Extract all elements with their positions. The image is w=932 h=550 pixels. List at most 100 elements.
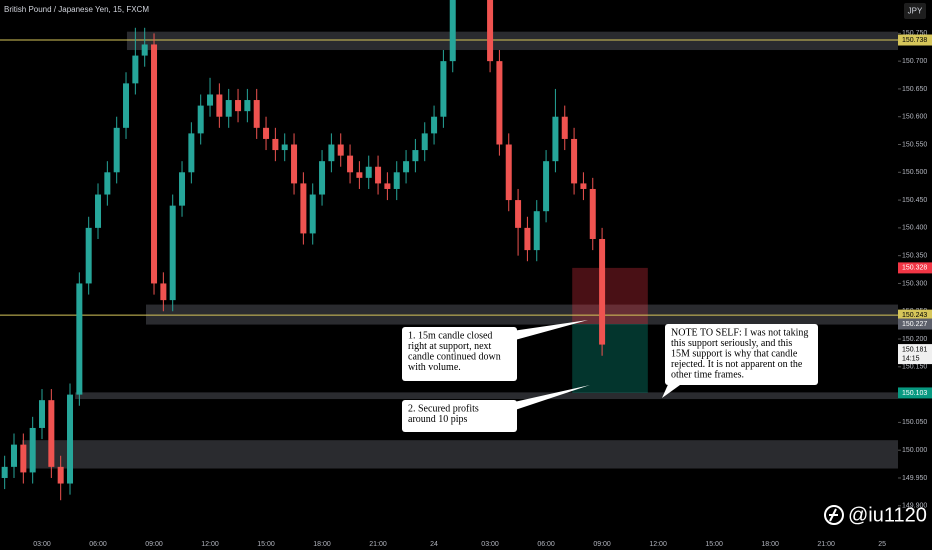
callout-text: around 10 pips: [408, 414, 468, 425]
candle-body: [496, 61, 503, 145]
y-tick-label: 150.350: [902, 253, 927, 260]
candle-body: [113, 127, 120, 173]
candle-body: [160, 283, 167, 301]
callout-text: rejected. It is not apparent on the: [671, 359, 803, 370]
x-tick-label: 03:00: [33, 541, 51, 548]
candle-body: [319, 161, 326, 195]
plot-area: [0, 0, 898, 501]
candle-body: [76, 283, 83, 395]
candle-body: [48, 400, 55, 467]
candle-body: [356, 172, 363, 178]
candle-body: [393, 172, 400, 189]
chart-title: British Pound / Japanese Yen, 15, FXCM: [4, 5, 149, 14]
candle-body: [412, 150, 419, 162]
candle-body: [57, 466, 64, 484]
callout-text: 1. 15m candle closed: [408, 330, 492, 341]
watermark: @iu1120: [848, 504, 927, 526]
candle-body: [524, 227, 531, 251]
x-tick-label: 03:00: [481, 541, 499, 548]
price-tag: [898, 387, 932, 399]
price-axis: 149.900149.950150.000150.050150.100150.1…: [33, 30, 932, 548]
x-tick-label: 06:00: [89, 541, 107, 548]
y-tick-label: 150.000: [902, 447, 927, 454]
candle-body: [85, 227, 92, 284]
candle-body: [599, 238, 606, 345]
candle-body: [216, 94, 223, 117]
x-tick-label: 21:00: [817, 541, 835, 548]
candle-body: [272, 138, 279, 151]
candle-body: [244, 100, 251, 112]
candle-body: [104, 172, 111, 195]
price-tag-label: 150.243: [902, 312, 927, 319]
y-tick-label: 150.750: [902, 30, 927, 37]
target-zone: [572, 324, 648, 393]
y-tick-label: 150.450: [902, 197, 927, 204]
candle-body: [67, 394, 74, 484]
y-tick-label: 150.050: [902, 419, 927, 426]
x-tick-label: 15:00: [705, 541, 723, 548]
candle-body: [589, 188, 596, 239]
candle-body: [515, 200, 522, 228]
candle-body: [151, 44, 158, 284]
x-tick-label: 15:00: [257, 541, 275, 548]
candle-body: [449, 0, 456, 62]
price-tag: [898, 309, 932, 321]
callout-box: [665, 324, 818, 385]
candle-body: [179, 172, 186, 206]
candle-body: [20, 444, 27, 473]
price-tag-label: 150.227: [902, 321, 927, 328]
x-tick-label: 18:00: [313, 541, 331, 548]
support-zone: [75, 392, 898, 400]
candle-body: [29, 427, 36, 473]
last-price-tag: [898, 344, 932, 365]
callout-text: right at support, next: [408, 341, 492, 352]
callout-text: with volume.: [408, 362, 461, 373]
candle-body: [291, 144, 298, 184]
candle-body: [561, 116, 568, 139]
candle-body: [235, 100, 242, 112]
candle-body: [571, 138, 578, 184]
callout-text: candle continued down: [408, 351, 501, 362]
candle-body: [207, 94, 214, 106]
currency-label[interactable]: JPY: [908, 7, 923, 16]
candle-body: [431, 116, 438, 134]
candle-body: [253, 100, 260, 128]
x-tick-label: 25: [878, 541, 886, 548]
x-tick-label: 21:00: [369, 541, 387, 548]
currency-button[interactable]: [904, 3, 926, 19]
candle-body: [337, 144, 344, 156]
y-tick-label: 150.300: [902, 280, 927, 287]
candle-body: [39, 400, 46, 428]
candle-body: [169, 205, 176, 301]
x-tick-label: 12:00: [649, 541, 667, 548]
candle-body: [141, 44, 148, 56]
callout-text: 15M support is why that candle: [671, 348, 798, 359]
y-tick-label: 149.900: [902, 503, 927, 510]
candle-body: [487, 0, 494, 62]
x-tick-label: 18:00: [761, 541, 779, 548]
y-tick-label: 149.950: [902, 475, 927, 482]
price-tag-label: 150.103: [902, 390, 927, 397]
candle-body: [95, 194, 102, 228]
candle-body: [421, 133, 428, 151]
candle-body: [375, 166, 382, 184]
candle-body: [543, 161, 550, 212]
y-tick-label: 150.600: [902, 114, 927, 121]
callout-text: this support seriously, and this: [671, 338, 792, 349]
x-tick-label: 09:00: [145, 541, 163, 548]
callout-text: 2. Secured profits: [408, 403, 479, 414]
candle-body: [188, 133, 195, 173]
callout-box: [402, 327, 517, 381]
candle-body: [300, 183, 307, 234]
y-tick-label: 150.200: [902, 336, 927, 343]
callout-pointer: [505, 385, 590, 410]
x-tick-label: 12:00: [201, 541, 219, 548]
candle-body: [225, 100, 232, 117]
support-zone: [22, 440, 898, 469]
price-tag: [898, 318, 932, 330]
candle-body: [533, 211, 540, 251]
y-tick-label: 150.400: [902, 225, 927, 232]
candle-body: [328, 144, 335, 162]
